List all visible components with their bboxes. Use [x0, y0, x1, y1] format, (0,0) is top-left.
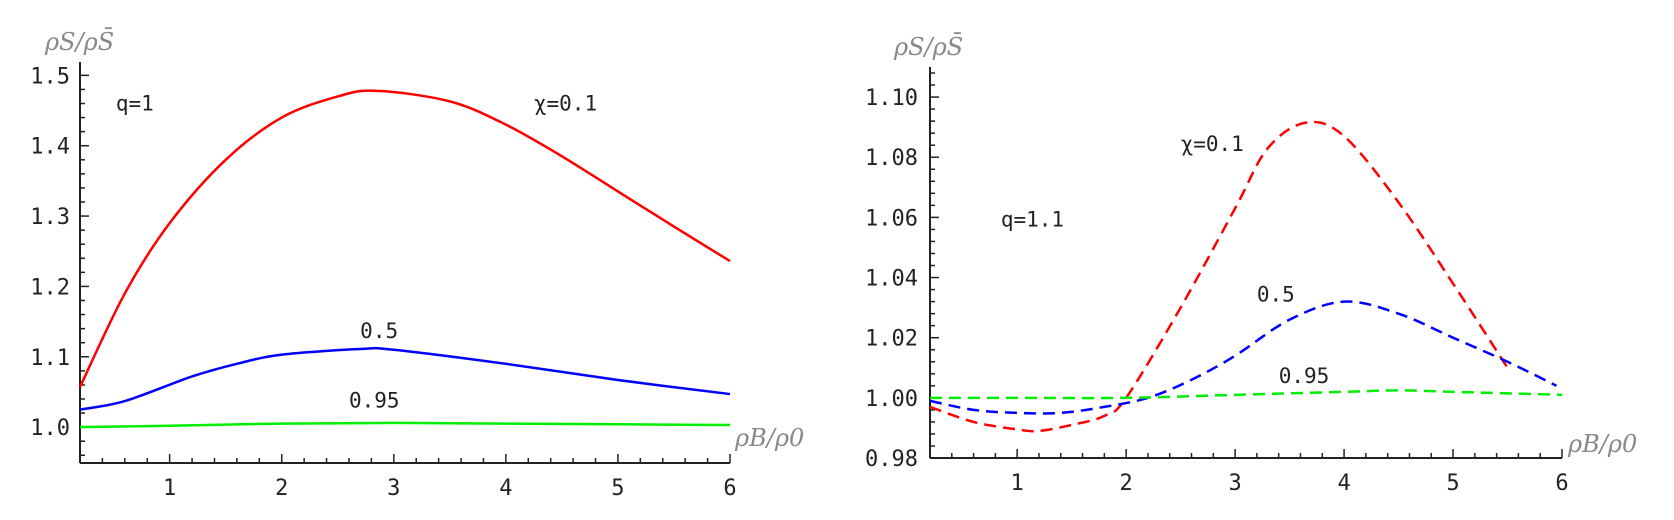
x-tick-label: 2	[1120, 471, 1133, 496]
x-axis-title: ρB/ρ0	[1567, 430, 1637, 458]
x-tick-label: 3	[1228, 471, 1241, 496]
series-line-1	[79, 346, 731, 411]
annotation-label: χ=0.1	[1181, 132, 1244, 156]
annotation-label: χ=0.1	[534, 92, 597, 116]
y-tick-label: 1.04	[865, 267, 918, 292]
series-line-2	[79, 421, 731, 429]
x-tick-label: 6	[723, 476, 736, 501]
x-tick-label: 1	[163, 476, 176, 501]
series-line-2	[929, 389, 1563, 400]
annotation-label: 0.5	[360, 319, 398, 343]
y-tick-label: 1.0	[30, 416, 70, 441]
annotation-label: 0.5	[1257, 283, 1295, 307]
x-axis-title: ρB/ρ0	[734, 424, 804, 452]
x-tick-label: 4	[1337, 471, 1350, 496]
y-tick-label: 0.98	[865, 447, 918, 472]
y-tick-label: 1.4	[30, 135, 70, 160]
y-tick-label: 1.06	[865, 206, 918, 231]
series-line-0	[929, 120, 1509, 433]
annotation-label: q=1	[116, 92, 154, 116]
y-tick-label: 1.02	[865, 327, 918, 352]
annotation-label: 0.95	[349, 388, 400, 412]
y-tick-label: 1.10	[865, 86, 918, 111]
y-tick-label: 1.5	[30, 64, 70, 89]
x-tick-label: 1	[1011, 471, 1024, 496]
x-tick-label: 4	[499, 476, 512, 501]
x-tick-label: 2	[275, 476, 288, 501]
y-axis-title: ρS/ρS̄	[893, 33, 963, 61]
series-line-0	[78, 89, 731, 388]
y-tick-label: 1.08	[865, 146, 918, 171]
y-axis-title: ρS/ρS̄	[44, 28, 114, 56]
y-tick-label: 1.00	[865, 387, 918, 412]
x-tick-label: 5	[611, 476, 624, 501]
annotation-label: 0.95	[1279, 364, 1330, 388]
series-line-1	[929, 300, 1558, 415]
x-tick-label: 5	[1446, 471, 1459, 496]
y-tick-label: 1.3	[30, 205, 70, 230]
y-tick-label: 1.1	[30, 346, 70, 371]
annotation-label: q=1.1	[1001, 207, 1064, 231]
y-tick-label: 1.2	[30, 275, 70, 300]
x-tick-label: 6	[1555, 471, 1568, 496]
x-tick-label: 3	[387, 476, 400, 501]
